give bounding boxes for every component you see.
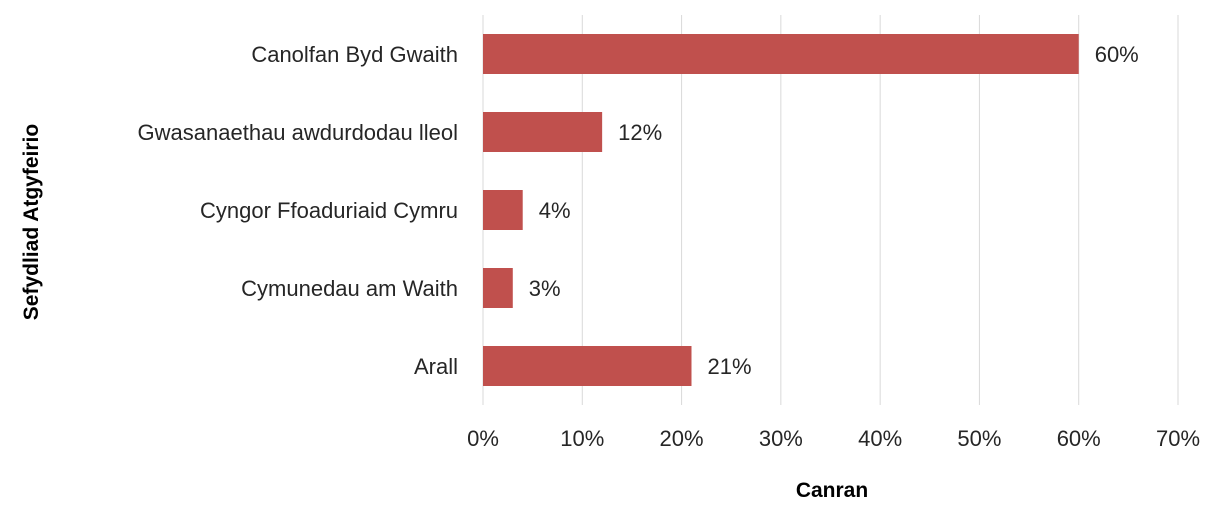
category-labels: Canolfan Byd Gwaith Gwasanaethau awdurdod… — [138, 42, 458, 379]
data-label: 21% — [708, 354, 752, 379]
x-tick-label: 60% — [1057, 426, 1101, 451]
x-tick-label: 20% — [660, 426, 704, 451]
x-tick-label: 0% — [467, 426, 499, 451]
bar — [483, 34, 1079, 74]
category-label: Cyngor Ffoaduriaid Cymru — [200, 198, 458, 223]
category-label: Canolfan Byd Gwaith — [251, 42, 458, 67]
category-label: Arall — [414, 354, 458, 379]
x-axis-title: Canran — [796, 479, 868, 502]
data-labels: 60% 12% 4% 3% 21% — [529, 42, 1139, 379]
bar — [483, 268, 513, 308]
x-tick-label: 30% — [759, 426, 803, 451]
x-tick-label: 50% — [957, 426, 1001, 451]
gridlines — [482, 15, 1179, 405]
x-tick-labels: 0% 10% 20% 30% 40% 50% 60% 70% — [467, 426, 1200, 451]
category-label: Cymunedau am Waith — [241, 276, 458, 301]
x-tick-label: 10% — [560, 426, 604, 451]
bar — [483, 190, 523, 230]
x-tick-label: 70% — [1156, 426, 1200, 451]
bars — [483, 34, 1079, 386]
data-label: 4% — [539, 198, 571, 223]
category-label: Gwasanaethau awdurdodau lleol — [138, 120, 458, 145]
data-label: 12% — [618, 120, 662, 145]
x-tick-label: 40% — [858, 426, 902, 451]
data-label: 3% — [529, 276, 561, 301]
y-axis-title: Sefydliad Atgyfeirio — [20, 124, 43, 320]
data-label: 60% — [1095, 42, 1139, 67]
bar — [483, 346, 692, 386]
bar — [483, 112, 603, 152]
